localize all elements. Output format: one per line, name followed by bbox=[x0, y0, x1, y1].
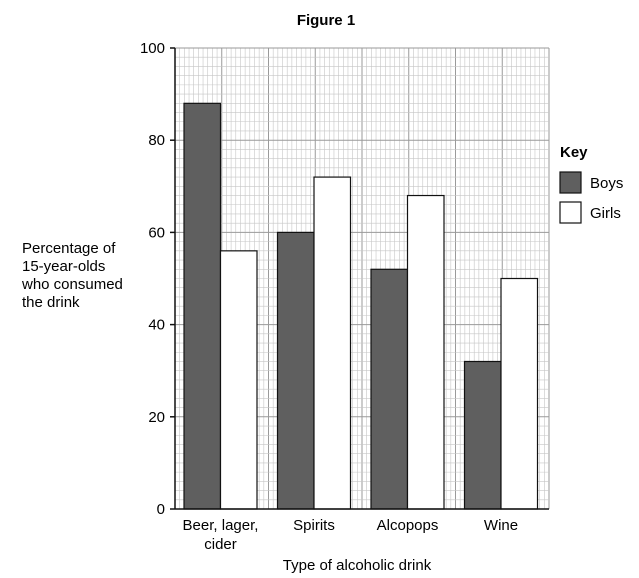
y-tick-label: 40 bbox=[148, 317, 165, 334]
bar-girls bbox=[219, 250, 258, 510]
legend-swatch-boys bbox=[559, 171, 582, 194]
x-axis-label: Type of alcoholic drink bbox=[283, 557, 432, 574]
x-tick-label: Wine bbox=[484, 517, 518, 534]
x-tick-label: Beer, lager, cider bbox=[183, 517, 259, 553]
bar-boys bbox=[183, 102, 222, 510]
y-tick-label: 20 bbox=[148, 409, 165, 426]
chart-axes bbox=[170, 47, 549, 510]
y-tick-label: 0 bbox=[157, 501, 165, 518]
legend-swatch-girls bbox=[559, 201, 582, 224]
y-tick-label: 80 bbox=[148, 132, 165, 149]
legend-label-girls: Girls bbox=[590, 205, 621, 222]
x-tick-label: Spirits bbox=[293, 517, 335, 534]
chart-labels: 0 20 40 60 80 100 Beer, lager, cider Spirits Alco… bbox=[21, 40, 518, 574]
bar-girls bbox=[406, 194, 445, 510]
legend-title: Key bbox=[560, 144, 588, 161]
bar-girls bbox=[313, 176, 352, 510]
y-axis-label: Percentage of 15-year-olds who consumed the… bbox=[21, 240, 123, 311]
legend-label-boys: Boys bbox=[590, 175, 623, 192]
x-tick-label-line: cider bbox=[204, 536, 237, 553]
y-axis-label-line: Percentage of bbox=[22, 240, 116, 257]
y-tick-label: 60 bbox=[148, 224, 165, 241]
x-tick-label-line: Wine bbox=[484, 517, 518, 534]
figure-title: Figure 1 bbox=[297, 12, 355, 29]
bar-boys bbox=[276, 231, 315, 510]
bar-boys bbox=[463, 360, 502, 510]
bar-boys bbox=[370, 268, 409, 510]
chart-bars bbox=[183, 102, 539, 510]
y-axis-label-line: 15-year-olds bbox=[22, 258, 105, 275]
y-tick-label: 100 bbox=[140, 40, 165, 57]
x-tick-label-line: Alcopops bbox=[377, 517, 439, 534]
x-tick-label-line: Spirits bbox=[293, 517, 335, 534]
x-tick-label: Alcopops bbox=[377, 517, 439, 534]
y-axis-label-line: the drink bbox=[22, 294, 80, 311]
y-axis-label-line: who consumed bbox=[21, 276, 123, 293]
x-tick-label-line: Beer, lager, bbox=[183, 517, 259, 534]
bar-girls bbox=[500, 277, 539, 510]
